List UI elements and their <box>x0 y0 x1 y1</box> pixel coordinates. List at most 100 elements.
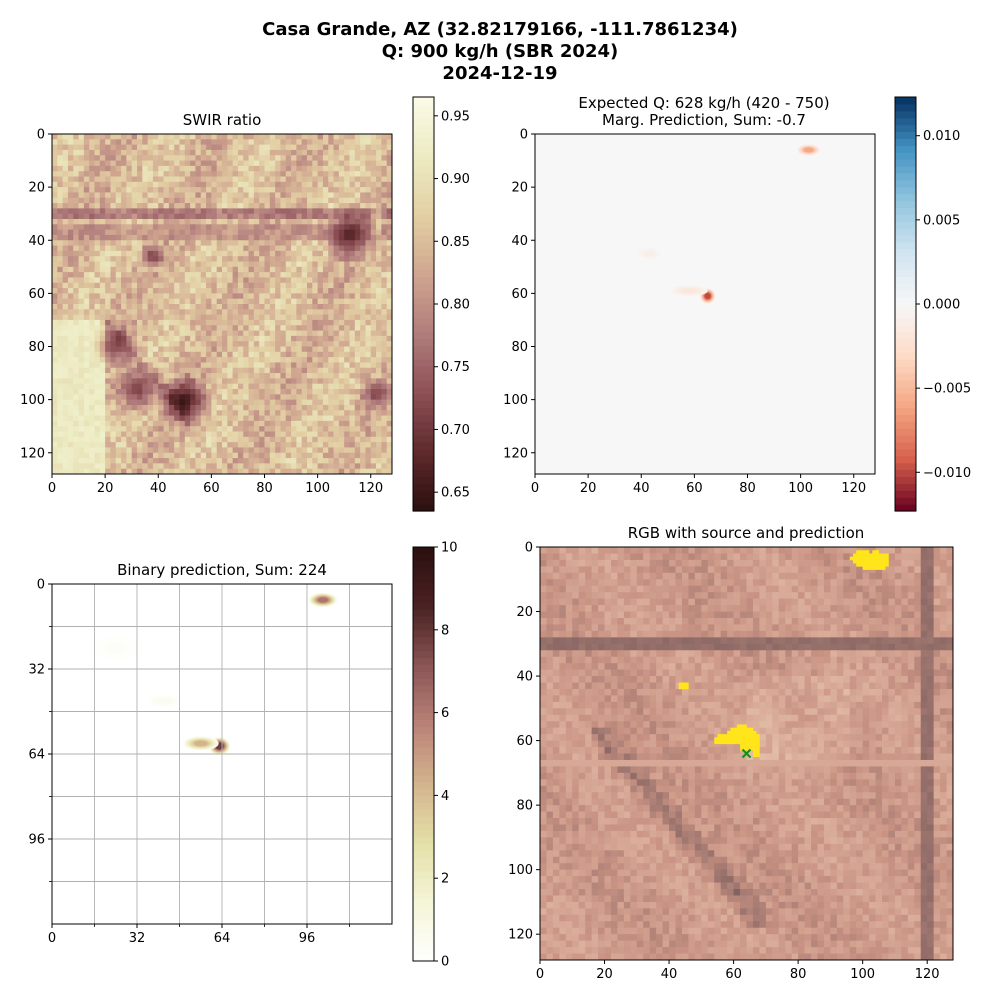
rgb-pixel <box>759 579 767 587</box>
swir-cell <box>322 197 329 204</box>
colorbar-segment <box>413 103 434 112</box>
rgb-pixel <box>772 559 780 567</box>
swir-cell <box>301 224 308 231</box>
swir-cell <box>269 346 276 353</box>
swir-cell <box>168 261 175 268</box>
swir-cell <box>264 213 271 220</box>
swir-cell <box>349 208 356 215</box>
colorbar-segment <box>413 393 434 402</box>
swir-cell <box>307 144 313 151</box>
rgb-pixel <box>901 559 909 567</box>
swir-cell <box>232 383 239 390</box>
swir-cell <box>248 149 255 156</box>
swir-cell <box>152 288 159 294</box>
swir-cell <box>301 330 308 337</box>
rgb-pixel <box>552 579 560 587</box>
swir-cell <box>259 213 265 220</box>
rgb-pixel <box>546 566 554 574</box>
swir-cell <box>232 250 239 257</box>
swir-cell <box>370 357 377 363</box>
swir-cell <box>264 367 271 374</box>
swir-cell <box>206 234 212 241</box>
swir-cell <box>152 282 159 289</box>
swir-cell <box>275 383 281 390</box>
swir-cell <box>328 256 334 262</box>
swir-cell <box>73 415 79 422</box>
swir-cell <box>158 404 164 411</box>
swir-cell <box>296 373 303 379</box>
swir-cell <box>243 335 249 342</box>
swir-cell <box>168 394 175 401</box>
swir-cell <box>264 431 271 438</box>
swir-cell <box>275 325 281 331</box>
swir-cell <box>131 165 138 172</box>
swir-cell <box>211 213 218 220</box>
swir-cell <box>291 458 297 464</box>
swir-cell <box>344 213 350 220</box>
swir-cell <box>99 139 106 146</box>
rgb-pixel <box>894 579 902 587</box>
swir-cell <box>275 458 281 464</box>
swir-cell <box>163 351 170 358</box>
swir-cell <box>386 288 393 294</box>
swir-cell <box>137 447 143 454</box>
swir-cell <box>312 229 319 236</box>
swir-cell <box>269 389 276 395</box>
swir-cell <box>121 245 127 252</box>
swir-cell <box>83 176 90 183</box>
swir-cell <box>328 266 334 273</box>
swir-cell <box>152 219 159 225</box>
swir-cell <box>360 171 366 177</box>
swir-cell <box>269 219 276 225</box>
swir-cell <box>285 383 292 390</box>
swir-cell <box>338 458 345 464</box>
swir-cell <box>237 458 244 464</box>
colorbar-segment <box>413 235 434 243</box>
swir-cell <box>370 298 377 305</box>
swir-cell <box>121 410 127 416</box>
swir-cell <box>67 362 74 369</box>
swir-cell <box>296 176 303 183</box>
swir-cell <box>99 319 106 326</box>
swir-cell <box>248 458 255 464</box>
rgb-pixel <box>707 547 715 554</box>
colorbar-segment <box>413 297 434 305</box>
swir-cell <box>312 208 319 215</box>
swir-cell <box>99 256 106 262</box>
swir-cell <box>206 229 212 236</box>
swir-cell <box>227 394 234 401</box>
swir-cell <box>365 160 372 167</box>
swir-cell <box>222 139 228 146</box>
swir-cell <box>121 389 127 395</box>
swir-cell <box>121 277 127 284</box>
swir-cell <box>354 442 361 448</box>
rgb-pixel <box>565 592 573 600</box>
swir-cell <box>195 192 202 199</box>
swir-cell <box>57 442 64 448</box>
swir-cell <box>190 447 196 454</box>
swir-cell <box>78 272 85 278</box>
swir-cell <box>253 346 260 353</box>
rgb-pixel <box>598 579 605 587</box>
swir-cell <box>365 463 372 470</box>
swir-cell <box>237 234 244 241</box>
y-tick-label: 100 <box>20 393 45 408</box>
swir-cell <box>142 229 149 236</box>
swir-cell <box>142 373 149 379</box>
rgb-pixel <box>643 553 651 561</box>
swir-cell <box>370 373 377 379</box>
colorbar-segment <box>413 110 434 119</box>
swir-cell <box>105 378 111 385</box>
swir-cell <box>216 197 223 204</box>
swir-cell <box>57 431 64 438</box>
rgb-pixel <box>623 585 631 593</box>
swir-cell <box>301 420 308 427</box>
swir-cell <box>83 314 90 321</box>
swir-cell <box>190 176 196 183</box>
swir-cell <box>137 351 143 358</box>
colorbar-segment <box>413 816 434 824</box>
swir-cell <box>94 256 101 262</box>
swir-cell <box>200 203 207 209</box>
rgb-pixel <box>565 547 573 554</box>
swir-cell <box>243 293 249 300</box>
